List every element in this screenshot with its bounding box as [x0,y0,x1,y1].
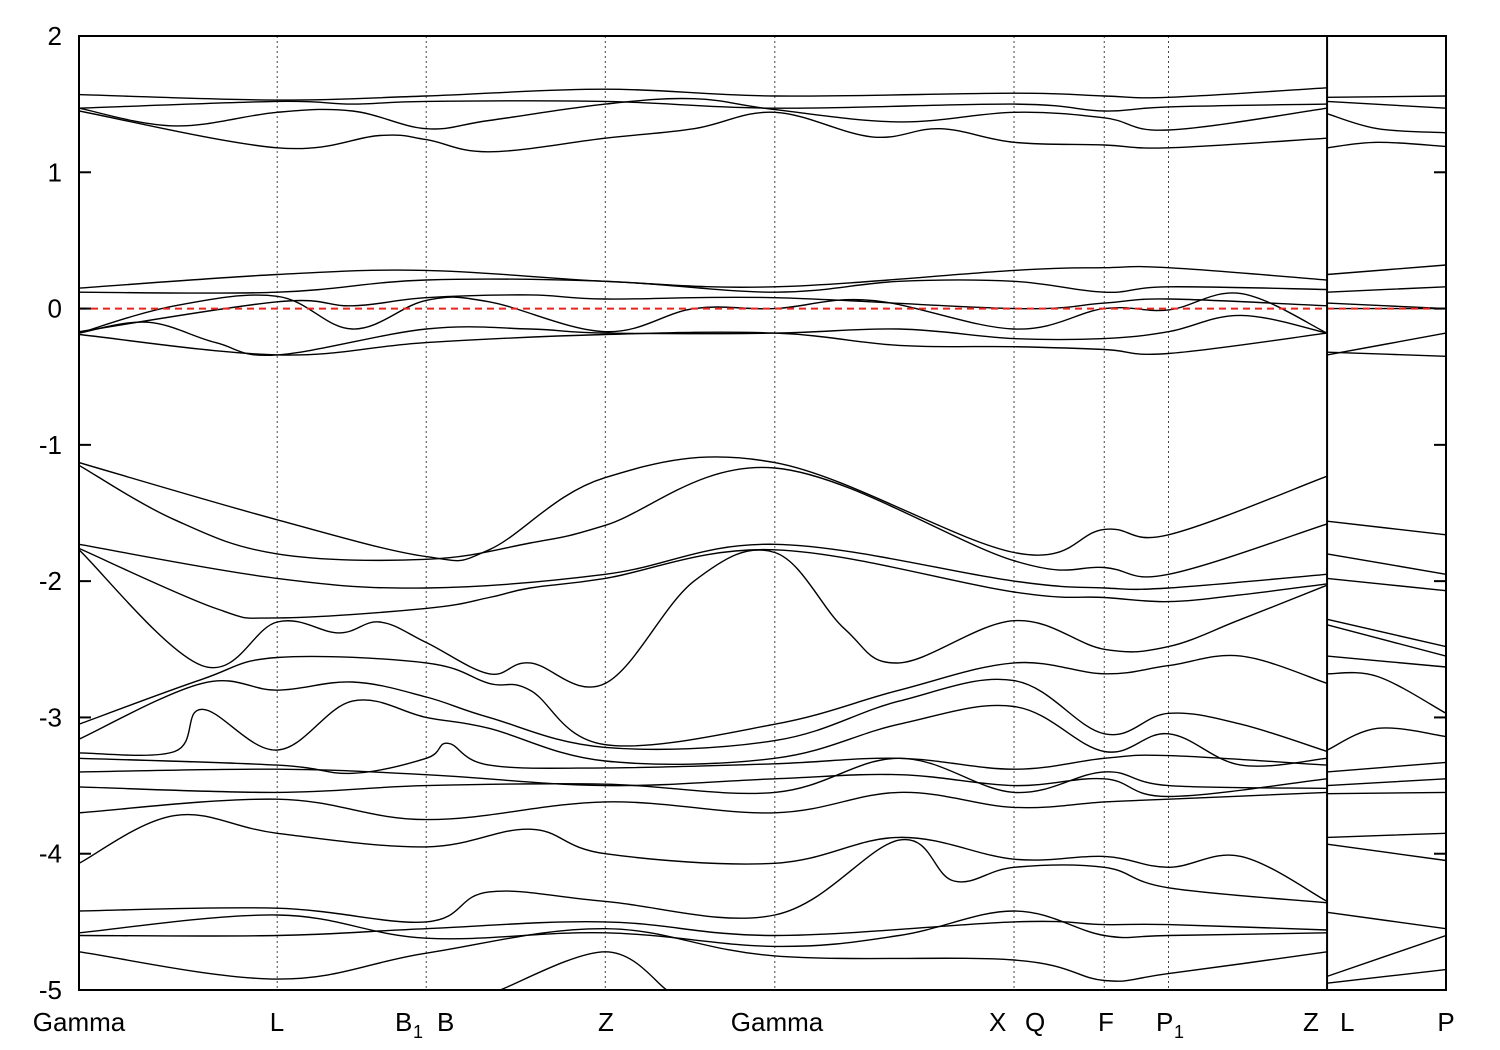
x-tick-label-b1-subscript: 1 [413,1022,423,1042]
band-line-19 [1327,351,1446,357]
band-line-1 [1327,95,1446,98]
x-tick-label-q: Q [1025,1007,1045,1037]
axis-ticks [79,35,1446,991]
band-line-3 [1327,100,1446,109]
x-tick-label-l-1: L [270,1007,284,1037]
y-tick-labels: -5 -4 -3 -2 -1 0 1 2 [39,21,62,1005]
y-tick-label-5: 0 [48,294,62,324]
plot-frame [78,35,1447,991]
band-line-45 [1327,843,1446,862]
y-tick-label-3: -2 [39,566,62,596]
band-line-2 [79,100,1328,112]
band-line-12 [79,294,1328,333]
band-lines [79,87,1446,990]
y-tick-label-1: -4 [39,839,62,869]
band-line-43 [1327,832,1446,839]
band-line-21 [1327,520,1446,536]
band-line-17 [1326,332,1446,356]
band-line-39 [1327,778,1446,787]
plot-border [78,35,1447,991]
band-line-46 [79,838,1328,923]
band-line-23 [1326,553,1446,575]
x-tick-label-b: B [437,1007,454,1037]
y-tick-label-2: -3 [39,702,62,732]
x-tick-label-gamma-2: Gamma [731,1007,824,1037]
band-line-24 [79,543,1328,591]
y-tick-label-7: 2 [48,21,62,51]
band-line-36 [79,742,1328,775]
x-tick-label-b1: B [395,1007,412,1037]
x-tick-label-p1: P [1156,1007,1173,1037]
band-line-30 [79,654,1328,747]
band-line-7 [1327,141,1446,149]
band-line-22 [79,464,1328,578]
band-line-8 [79,265,1328,289]
band-line-48 [79,910,1328,948]
band-line-27 [1326,618,1446,648]
x-tick-label-gamma-1: Gamma [33,1007,126,1037]
band-line-4 [79,97,1328,131]
band-line-28 [79,549,1328,688]
x-tick-label-l-2: L [1340,1007,1354,1037]
band-line-32 [79,678,1328,753]
band-line-16 [79,314,1328,357]
band-line-42 [79,791,1328,821]
band-line-11 [1327,286,1446,293]
band-line-33 [1327,671,1446,714]
band-line-47 [1327,911,1446,930]
band-line-53 [499,951,668,990]
band-line-51 [1327,968,1446,984]
band-line-29 [1326,624,1446,657]
band-line-44 [79,813,1328,903]
band-line-49 [1326,934,1446,978]
x-tick-label-z-2: Z [1303,1007,1319,1037]
band-line-9 [1327,264,1446,276]
band-line-35 [1326,727,1446,751]
band-line-18 [79,331,1328,356]
band-line-40 [79,757,1328,795]
band-line-20 [79,456,1328,562]
y-tick-label-0: -5 [39,975,62,1005]
x-tick-label-z-1: Z [598,1007,614,1037]
band-line-38 [79,768,1328,798]
band-line-31 [1327,655,1446,668]
band-line-0 [79,87,1328,101]
band-line-37 [1327,761,1446,773]
band-line-5 [1326,113,1446,134]
band-line-25 [1327,577,1446,592]
band-line-6 [79,110,1328,153]
band-line-34 [79,699,1328,767]
band-line-10 [79,278,1328,294]
x-tick-label-x: X [989,1007,1006,1037]
x-tick-label-p: P [1437,1007,1454,1037]
band-line-50 [79,927,1328,982]
x-tick-labels: Gamma L B 1 B Z Gamma X Q F P 1 Z L P [33,1007,1455,1042]
x-tick-label-f: F [1098,1007,1114,1037]
band-line-52 [79,920,1328,937]
y-tick-label-6: 1 [48,157,62,187]
band-line-26 [79,547,1328,619]
y-tick-label-4: -1 [39,430,62,460]
x-tick-label-p1-subscript: 1 [1174,1022,1184,1042]
band-line-41 [1327,791,1446,795]
